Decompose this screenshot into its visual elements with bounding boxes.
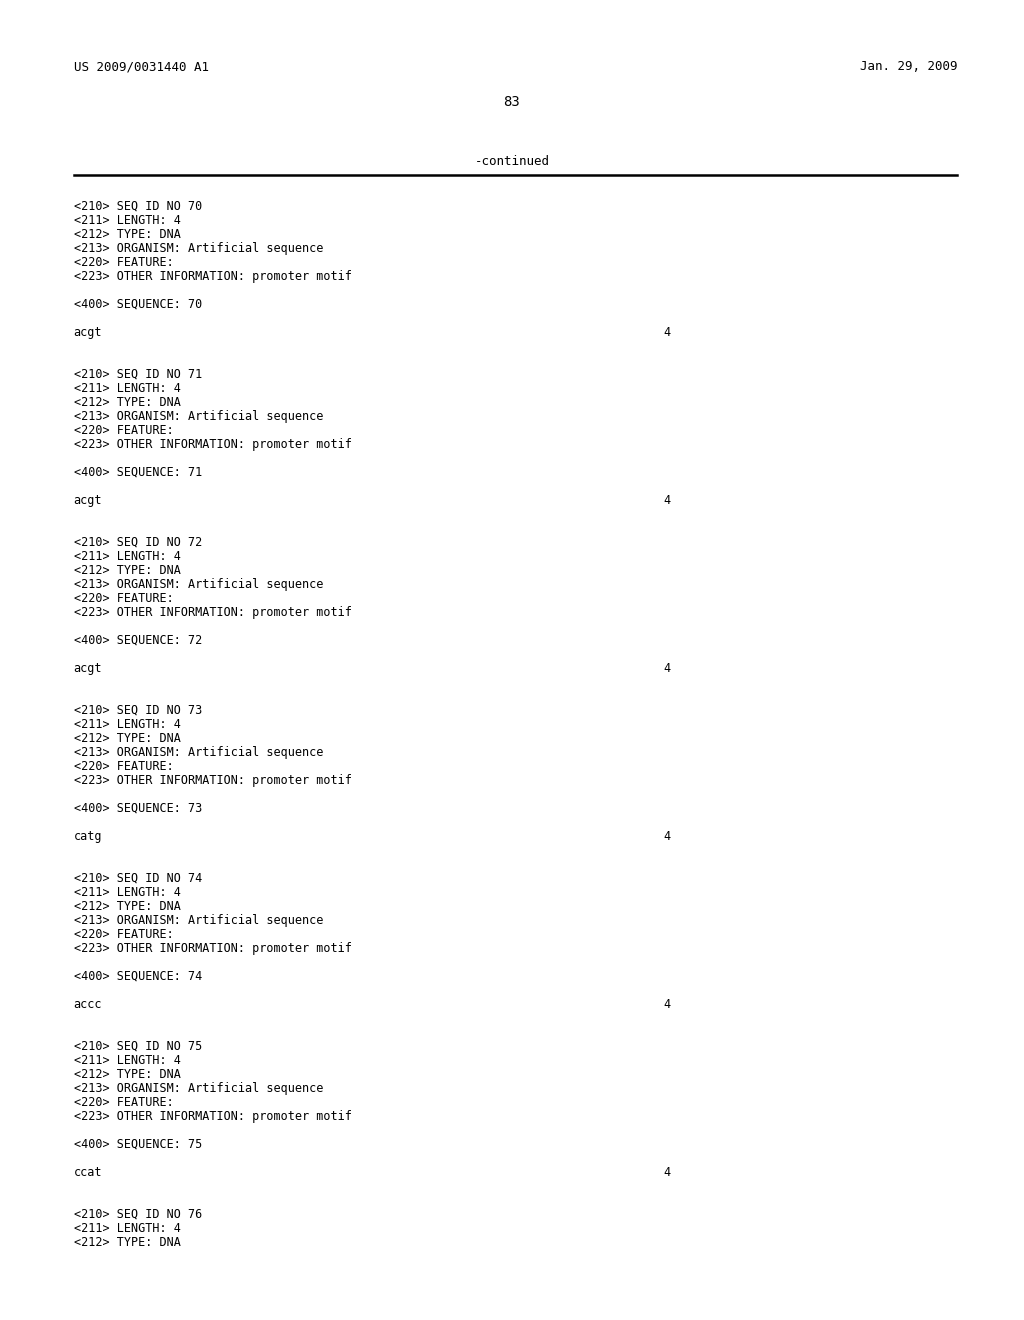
Text: 4: 4	[664, 830, 671, 843]
Text: <223> OTHER INFORMATION: promoter motif: <223> OTHER INFORMATION: promoter motif	[74, 942, 351, 954]
Text: <213> ORGANISM: Artificial sequence: <213> ORGANISM: Artificial sequence	[74, 578, 324, 591]
Text: <400> SEQUENCE: 71: <400> SEQUENCE: 71	[74, 466, 202, 479]
Text: catg: catg	[74, 830, 102, 843]
Text: <220> FEATURE:: <220> FEATURE:	[74, 928, 173, 941]
Text: <220> FEATURE:: <220> FEATURE:	[74, 256, 173, 269]
Text: <212> TYPE: DNA: <212> TYPE: DNA	[74, 228, 180, 242]
Text: <223> OTHER INFORMATION: promoter motif: <223> OTHER INFORMATION: promoter motif	[74, 438, 351, 451]
Text: <223> OTHER INFORMATION: promoter motif: <223> OTHER INFORMATION: promoter motif	[74, 1110, 351, 1123]
Text: <213> ORGANISM: Artificial sequence: <213> ORGANISM: Artificial sequence	[74, 411, 324, 422]
Text: <213> ORGANISM: Artificial sequence: <213> ORGANISM: Artificial sequence	[74, 746, 324, 759]
Text: Jan. 29, 2009: Jan. 29, 2009	[860, 59, 957, 73]
Text: <223> OTHER INFORMATION: promoter motif: <223> OTHER INFORMATION: promoter motif	[74, 774, 351, 787]
Text: <223> OTHER INFORMATION: promoter motif: <223> OTHER INFORMATION: promoter motif	[74, 606, 351, 619]
Text: <400> SEQUENCE: 72: <400> SEQUENCE: 72	[74, 634, 202, 647]
Text: acgt: acgt	[74, 326, 102, 339]
Text: 4: 4	[664, 998, 671, 1011]
Text: <400> SEQUENCE: 73: <400> SEQUENCE: 73	[74, 803, 202, 814]
Text: 4: 4	[664, 663, 671, 675]
Text: <212> TYPE: DNA: <212> TYPE: DNA	[74, 396, 180, 409]
Text: <211> LENGTH: 4: <211> LENGTH: 4	[74, 1222, 180, 1236]
Text: <210> SEQ ID NO 74: <210> SEQ ID NO 74	[74, 873, 202, 884]
Text: <220> FEATURE:: <220> FEATURE:	[74, 1096, 173, 1109]
Text: <210> SEQ ID NO 73: <210> SEQ ID NO 73	[74, 704, 202, 717]
Text: <400> SEQUENCE: 70: <400> SEQUENCE: 70	[74, 298, 202, 312]
Text: <211> LENGTH: 4: <211> LENGTH: 4	[74, 886, 180, 899]
Text: <212> TYPE: DNA: <212> TYPE: DNA	[74, 900, 180, 913]
Text: <211> LENGTH: 4: <211> LENGTH: 4	[74, 718, 180, 731]
Text: <212> TYPE: DNA: <212> TYPE: DNA	[74, 733, 180, 744]
Text: -continued: -continued	[474, 154, 550, 168]
Text: <210> SEQ ID NO 71: <210> SEQ ID NO 71	[74, 368, 202, 381]
Text: <220> FEATURE:: <220> FEATURE:	[74, 591, 173, 605]
Text: <211> LENGTH: 4: <211> LENGTH: 4	[74, 550, 180, 564]
Text: <210> SEQ ID NO 70: <210> SEQ ID NO 70	[74, 201, 202, 213]
Text: <211> LENGTH: 4: <211> LENGTH: 4	[74, 381, 180, 395]
Text: <210> SEQ ID NO 75: <210> SEQ ID NO 75	[74, 1040, 202, 1053]
Text: <212> TYPE: DNA: <212> TYPE: DNA	[74, 564, 180, 577]
Text: <213> ORGANISM: Artificial sequence: <213> ORGANISM: Artificial sequence	[74, 242, 324, 255]
Text: <212> TYPE: DNA: <212> TYPE: DNA	[74, 1236, 180, 1249]
Text: <400> SEQUENCE: 74: <400> SEQUENCE: 74	[74, 970, 202, 983]
Text: acgt: acgt	[74, 494, 102, 507]
Text: 4: 4	[664, 326, 671, 339]
Text: <210> SEQ ID NO 72: <210> SEQ ID NO 72	[74, 536, 202, 549]
Text: <211> LENGTH: 4: <211> LENGTH: 4	[74, 1053, 180, 1067]
Text: ccat: ccat	[74, 1166, 102, 1179]
Text: accc: accc	[74, 998, 102, 1011]
Text: <223> OTHER INFORMATION: promoter motif: <223> OTHER INFORMATION: promoter motif	[74, 271, 351, 282]
Text: <220> FEATURE:: <220> FEATURE:	[74, 424, 173, 437]
Text: 4: 4	[664, 1166, 671, 1179]
Text: 83: 83	[504, 95, 520, 110]
Text: <212> TYPE: DNA: <212> TYPE: DNA	[74, 1068, 180, 1081]
Text: <213> ORGANISM: Artificial sequence: <213> ORGANISM: Artificial sequence	[74, 1082, 324, 1096]
Text: <213> ORGANISM: Artificial sequence: <213> ORGANISM: Artificial sequence	[74, 913, 324, 927]
Text: <220> FEATURE:: <220> FEATURE:	[74, 760, 173, 774]
Text: <211> LENGTH: 4: <211> LENGTH: 4	[74, 214, 180, 227]
Text: acgt: acgt	[74, 663, 102, 675]
Text: <400> SEQUENCE: 75: <400> SEQUENCE: 75	[74, 1138, 202, 1151]
Text: 4: 4	[664, 494, 671, 507]
Text: <210> SEQ ID NO 76: <210> SEQ ID NO 76	[74, 1208, 202, 1221]
Text: US 2009/0031440 A1: US 2009/0031440 A1	[74, 59, 209, 73]
